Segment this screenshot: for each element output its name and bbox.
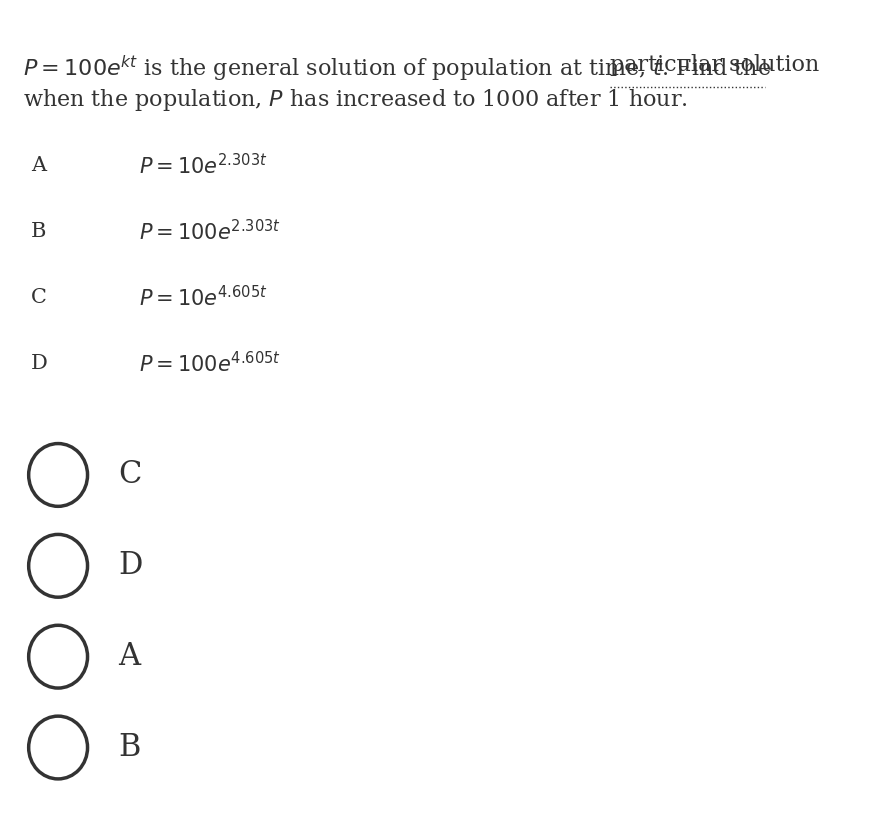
Text: B: B (118, 732, 141, 763)
Text: C: C (118, 459, 142, 491)
Text: $P = 10e^{4.605t}$: $P = 10e^{4.605t}$ (139, 285, 268, 310)
Text: particular solution: particular solution (610, 54, 819, 76)
Text: A: A (118, 641, 141, 672)
Text: D: D (31, 354, 48, 373)
Text: $P = 100e^{kt}$ is the general solution of population at time, $t$. Find the: $P = 100e^{kt}$ is the general solution … (23, 54, 772, 84)
Text: when the population, $P$ has increased to 1000 after 1 hour.: when the population, $P$ has increased t… (23, 87, 687, 112)
Text: C: C (31, 287, 47, 307)
Text: $P = 100e^{4.605t}$: $P = 100e^{4.605t}$ (139, 351, 281, 376)
Text: $P = 100e^{2.303t}$: $P = 100e^{2.303t}$ (139, 219, 281, 244)
Text: B: B (31, 221, 46, 241)
Text: A: A (31, 155, 46, 175)
Text: D: D (118, 550, 143, 582)
Text: $P = 10e^{2.303t}$: $P = 10e^{2.303t}$ (139, 153, 268, 178)
